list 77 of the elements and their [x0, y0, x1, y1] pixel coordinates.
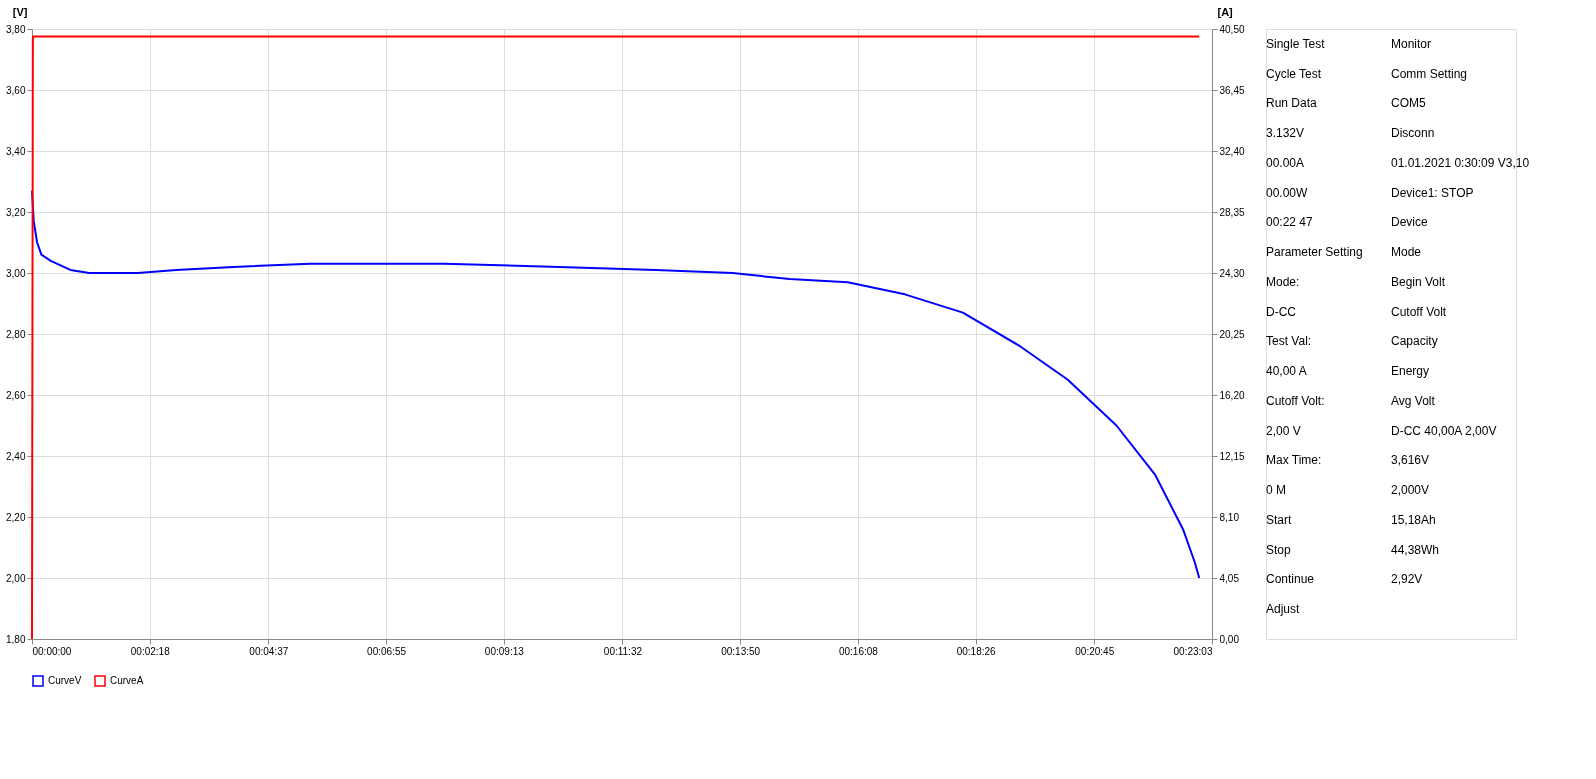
x-tick-label: 00:09:13	[484, 645, 525, 657]
text: Comm Setting	[1391, 66, 1468, 81]
text: Energy	[1391, 364, 1430, 379]
text: 40,00 A	[1266, 364, 1307, 379]
y2-tick-label: 16,20	[1219, 389, 1245, 401]
text: COM5	[1391, 96, 1426, 111]
x-tick-label: 00:13:50	[721, 645, 761, 657]
x-tick-label: 00:06:55	[367, 645, 407, 657]
text: 2,000V	[1391, 483, 1430, 498]
y-axis-title: [V]	[12, 5, 28, 18]
y-tick-label: 3,20	[6, 206, 26, 218]
text: 15,18Ah	[1391, 512, 1436, 527]
text: 2,92V	[1391, 572, 1423, 587]
text: 44,38Wh	[1391, 542, 1440, 557]
y-tick-label: 2,20	[6, 511, 26, 523]
text: Mode:	[1266, 274, 1300, 289]
text: Stop	[1266, 542, 1292, 557]
text: Device1: STOP	[1391, 185, 1474, 200]
text: Adjust	[1266, 602, 1301, 617]
x-tick-label: 00:00:00	[32, 645, 72, 657]
text: Disconn	[1391, 126, 1435, 141]
y-tick-label: 3,80	[6, 23, 26, 35]
text: 00.00W	[1266, 185, 1309, 200]
y-tick-label: 2,00	[6, 572, 26, 584]
text: Test Val:	[1266, 334, 1312, 349]
x-tick-label: 00:18:26	[956, 645, 997, 657]
y-tick-label: 3,00	[6, 267, 26, 279]
x-tick-label: 00:04:37	[249, 645, 289, 657]
y-tick-label: 2,40	[6, 450, 26, 462]
text: 0 M	[1266, 483, 1287, 498]
line-series	[31, 189, 1201, 579]
y2-tick-label: 28,35	[1219, 206, 1245, 218]
text: Monitor	[1391, 36, 1432, 51]
x-tick-label: 00:23:03	[1173, 645, 1213, 657]
y-tick-label: 2,80	[6, 328, 26, 340]
legend-label: CurveA	[110, 675, 144, 686]
text: D-CC 40,00A 2,00V	[1391, 423, 1497, 438]
y2-tick-label: 24,30	[1219, 267, 1245, 279]
text: 01.01.2021 0:30:09 V3,10	[1391, 155, 1530, 170]
x-tick-label: 00:11:32	[603, 645, 643, 657]
text: Cycle Test	[1266, 66, 1322, 81]
x-tick-label: 00:16:08	[838, 645, 879, 657]
y2-tick-label: 0,00	[1219, 633, 1240, 645]
y2-axis-title: [A]	[1217, 5, 1234, 18]
y-tick-label: 3,60	[6, 84, 26, 96]
text: 00.00A	[1266, 155, 1305, 170]
text: Continue	[1266, 572, 1315, 587]
y-tick-label: 3,40	[6, 145, 26, 157]
text: Avg Volt	[1391, 393, 1436, 408]
text: Max Time:	[1266, 453, 1322, 468]
text: Device	[1391, 215, 1429, 230]
text: Cutoff Volt	[1391, 304, 1447, 319]
text: D-CC	[1266, 304, 1297, 319]
text: 3,616V	[1391, 453, 1430, 468]
text: 00:22 47	[1266, 215, 1314, 230]
y2-tick-label: 36,45	[1219, 84, 1245, 96]
text: Single Test	[1266, 36, 1326, 51]
y2-tick-label: 8,10	[1219, 511, 1240, 523]
text: Mode	[1391, 245, 1422, 260]
y2-tick-label: 40,50	[1219, 23, 1245, 35]
text: Parameter Setting	[1266, 245, 1363, 260]
y2-tick-label: 20,25	[1219, 328, 1245, 340]
y-tick-label: 1,80	[6, 633, 26, 645]
y2-tick-label: 32,40	[1219, 145, 1245, 157]
text: Capacity	[1391, 334, 1438, 349]
y-tick-label: 2,60	[6, 389, 26, 401]
text: Cutoff Volt:	[1266, 393, 1325, 408]
text: Begin Volt	[1391, 274, 1446, 289]
text: 3.132V	[1266, 126, 1305, 141]
legend-label: CurveV	[48, 675, 82, 686]
x-tick-label: 00:02:18	[130, 645, 171, 657]
y2-tick-label: 12,15	[1219, 450, 1245, 462]
text: Start	[1266, 512, 1293, 527]
text: Run Data	[1266, 96, 1318, 111]
text: 2,00 V	[1266, 423, 1301, 438]
x-tick-label: 00:20:45	[1075, 645, 1115, 657]
y2-tick-label: 4,05	[1219, 572, 1240, 584]
